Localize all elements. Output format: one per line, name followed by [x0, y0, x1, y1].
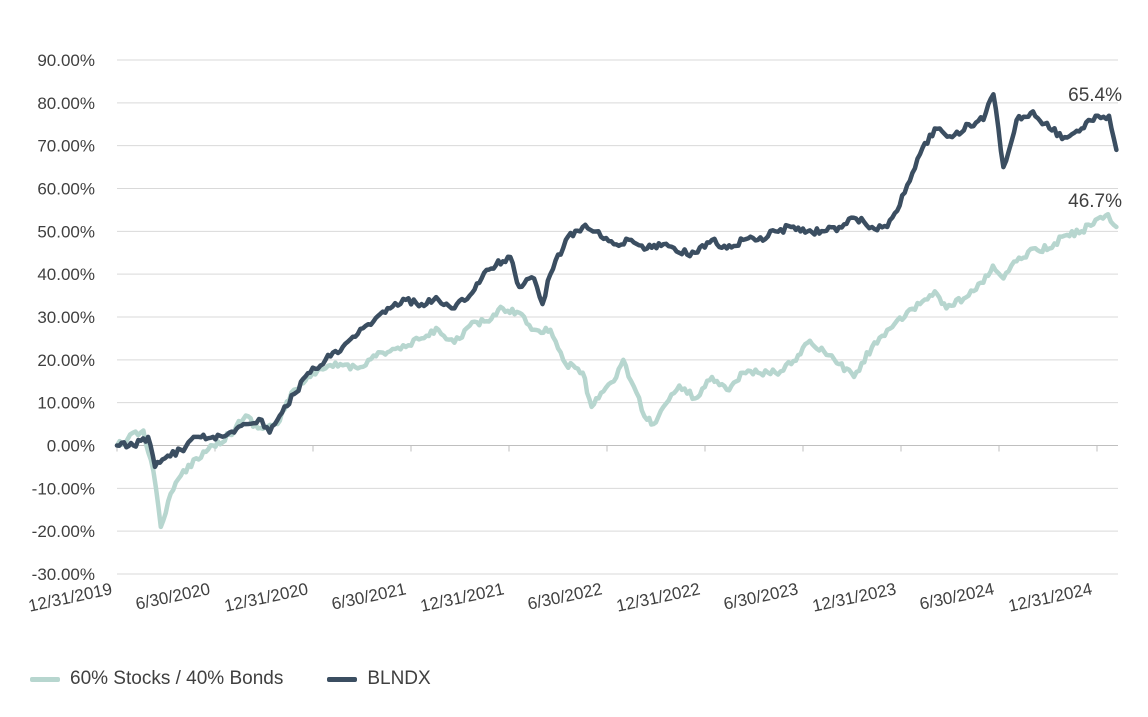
y-tick-label: -30.00%	[32, 565, 95, 584]
x-tick-label: 6/30/2022	[526, 579, 604, 613]
y-tick-label: -10.00%	[32, 479, 95, 498]
x-tick-label: 12/31/2021	[419, 579, 506, 615]
y-tick-label: -20.00%	[32, 522, 95, 541]
y-tick-label: 40.00%	[37, 265, 95, 284]
series-line-6040	[114, 211, 1119, 530]
legend-swatch-6040	[30, 676, 60, 682]
legend-item-blndx: BLNDX	[327, 668, 431, 690]
x-tick-label: 6/30/2024	[918, 579, 996, 613]
series-line-blndx	[114, 92, 1119, 470]
y-tick-label: 90.00%	[37, 51, 95, 70]
y-tick-label: 60.00%	[37, 180, 95, 199]
x-tick-label: 6/30/2020	[134, 579, 212, 613]
x-tick-label: 12/31/2019	[27, 579, 114, 615]
y-tick-label: 0.00%	[47, 437, 95, 456]
y-tick-label: 50.00%	[37, 222, 95, 241]
y-tick-label: 70.00%	[37, 137, 95, 156]
x-tick-label: 12/31/2024	[1007, 579, 1094, 615]
legend-label-blndx: BLNDX	[367, 668, 431, 689]
gridlines	[117, 59, 1118, 575]
legend-label-6040: 60% Stocks / 40% Bonds	[70, 668, 284, 689]
y-tick-label: 30.00%	[37, 308, 95, 327]
x-tick-label: 6/30/2023	[722, 579, 800, 613]
x-tick-label: 12/31/2020	[223, 579, 310, 615]
x-tick-label: 6/30/2021	[330, 579, 408, 613]
line-chart: 90.00% 80.00% 70.00% 60.00% 50.00% 40.00% 30.0…	[27, 51, 1122, 616]
end-labels: 46.7% 65.4%	[1068, 85, 1122, 212]
y-tick-label: 20.00%	[37, 351, 95, 370]
end-label-blndx: 65.4%	[1068, 85, 1122, 106]
y-tick-label: 80.00%	[37, 94, 95, 113]
end-label-6040: 46.7%	[1068, 191, 1122, 212]
legend-item-6040: 60% Stocks / 40% Bonds	[30, 668, 283, 690]
legend-swatch-blndx	[327, 676, 358, 682]
y-axis: 90.00% 80.00% 70.00% 60.00% 50.00% 40.00% 30.0…	[32, 51, 95, 584]
legend: 60% Stocks / 40% Bonds BLNDX	[30, 668, 475, 690]
x-tick-label: 12/31/2023	[811, 579, 898, 615]
x-tick-label: 12/31/2022	[615, 579, 702, 615]
series-lines	[114, 92, 1119, 530]
y-tick-label: 10.00%	[37, 394, 95, 413]
